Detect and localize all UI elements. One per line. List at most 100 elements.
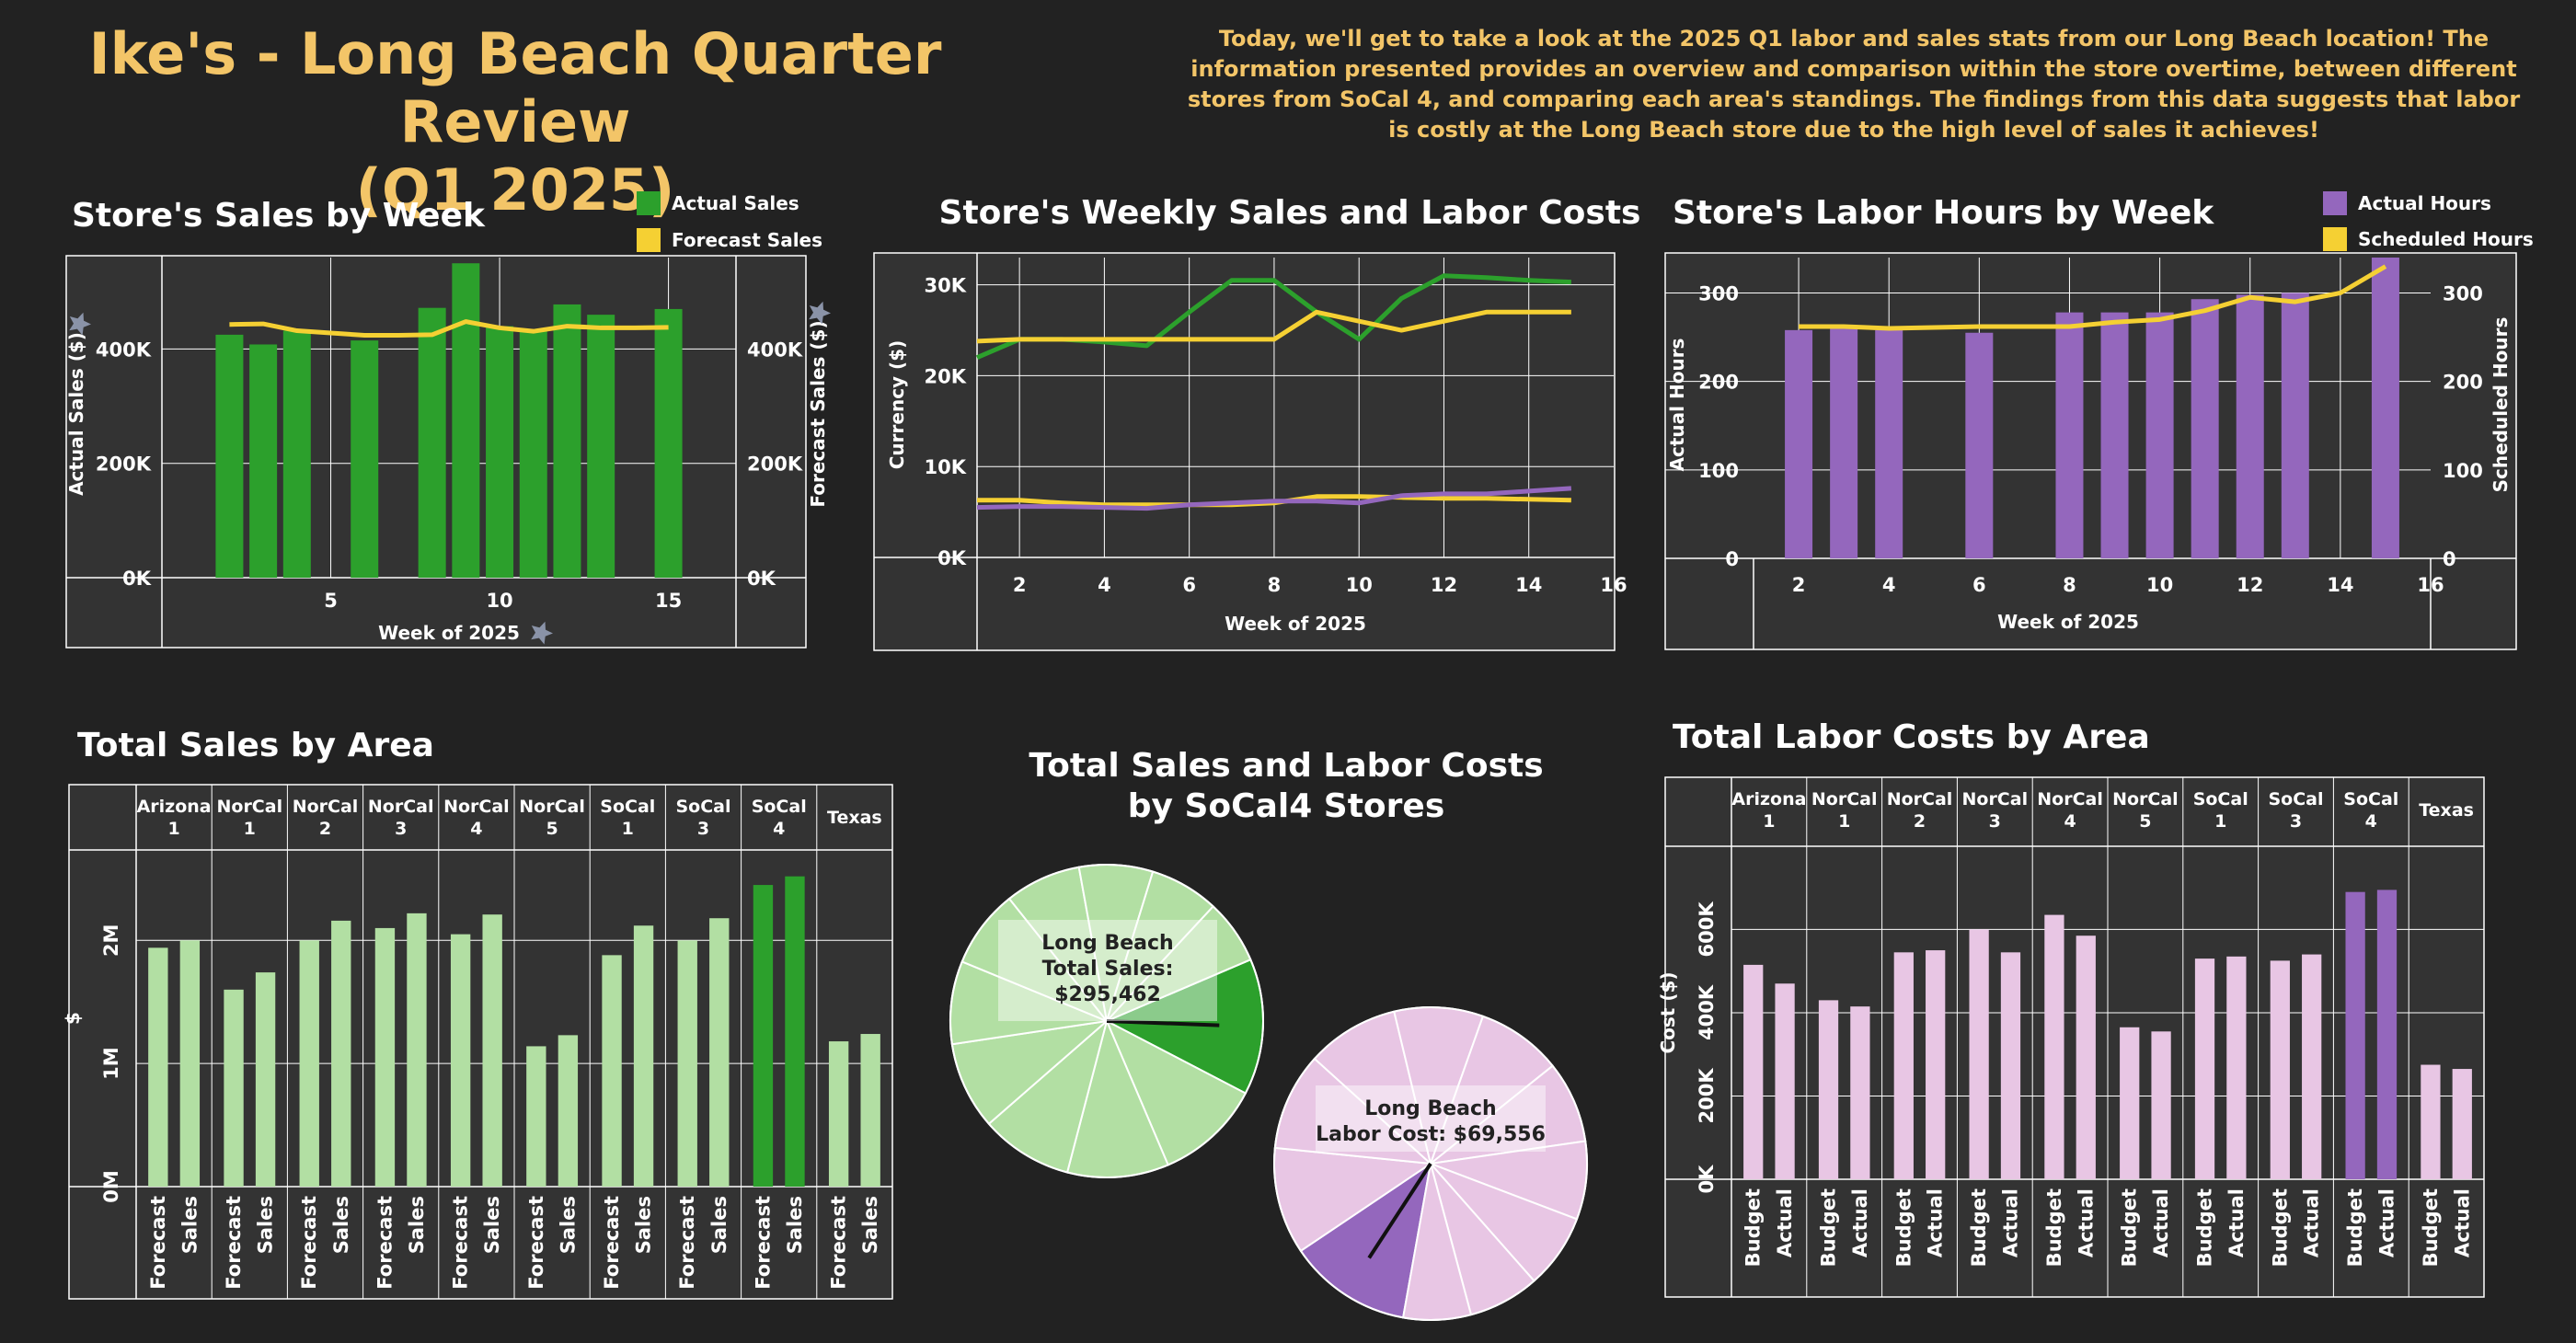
labor-pie-label: Long Beach — [1364, 1097, 1496, 1120]
area-sales-frame — [68, 784, 893, 1300]
area-labor-group-header: NorCal — [1811, 789, 1878, 809]
area-sales-bar — [299, 940, 319, 1187]
hours-ytick-left: 100 — [1698, 460, 1739, 482]
sales-week-bar — [486, 326, 514, 578]
area-sales-subcategory-label: Sales — [784, 1196, 806, 1254]
area-labor-subcategory-label: Actual — [2150, 1188, 2172, 1257]
weekly-xtick: 6 — [1182, 574, 1196, 596]
area-sales-group-header: NorCal — [519, 797, 585, 817]
area-labor-ytick: 400K — [1696, 984, 1718, 1040]
weekly-ytick: 10K — [925, 456, 967, 478]
hours-bar — [2055, 312, 2084, 558]
area-sales-group-header: 4 — [470, 819, 482, 839]
area-labor-bar — [1775, 983, 1795, 1179]
hours-bar — [2191, 299, 2219, 558]
area-labor-title: Total Labor Costs by Area — [1673, 718, 2150, 756]
area-sales-bar — [482, 914, 502, 1187]
sales-week-ytick-right: 0K — [747, 568, 776, 590]
legend-forecast-sales-swatch — [637, 228, 661, 252]
area-sales-subcategory-label: Sales — [557, 1196, 579, 1254]
area-sales-subcategory-label: Sales — [330, 1196, 352, 1254]
sales-week-xlabel: Week of 2025 — [378, 622, 520, 644]
area-sales-bar — [407, 913, 427, 1187]
dashboard-title-line2: (Q1 2025) — [355, 156, 675, 224]
area-sales-subcategory-label: Forecast — [450, 1196, 472, 1290]
legend-actual-sales-label: Actual Sales — [672, 192, 799, 214]
legend-scheduled-hours-swatch — [2323, 227, 2347, 251]
sales-pie-pointer — [1106, 1019, 1220, 1027]
sales-week-xtick: 15 — [655, 590, 682, 612]
area-sales-bar — [753, 885, 774, 1187]
area-labor-group-header: 4 — [2064, 811, 2076, 832]
hours-xlabel: Week of 2025 — [1997, 611, 2139, 633]
hours-bar — [2100, 312, 2129, 558]
area-sales-group-header: 1 — [167, 819, 179, 839]
area-labor-subcategory-label: Budget — [2420, 1188, 2442, 1267]
hours-bar — [1965, 332, 1994, 558]
labor-pie-label: Labor Cost: $69,556 — [1316, 1123, 1546, 1146]
area-labor-group-header: 4 — [2365, 811, 2377, 832]
pie-title: Total Sales and Labor Costs — [1029, 747, 1543, 785]
area-sales-subcategory-label: Forecast — [298, 1196, 320, 1290]
area-labor-subcategory-label: Actual — [1999, 1188, 2021, 1257]
hours-xtick: 12 — [2237, 574, 2263, 596]
legend-forecast-sales-label: Forecast Sales — [672, 229, 822, 251]
hours-bar — [1830, 327, 1858, 558]
area-labor-group-header: Arizona — [1731, 789, 1806, 809]
weekly-xtick: 14 — [1515, 574, 1542, 596]
weekly-ytick: 20K — [925, 365, 967, 387]
area-sales-ytick: 0M — [100, 1170, 122, 1203]
area-labor-group-header: SoCal — [2343, 789, 2398, 809]
hours-xtick: 14 — [2327, 574, 2353, 596]
sales-week-frame — [65, 255, 807, 649]
area-labor-bar — [1743, 964, 1764, 1179]
hours-scheduled-line — [1799, 264, 2387, 331]
area-labor-bar — [2076, 936, 2096, 1179]
weekly-panel — [874, 253, 1615, 650]
area-labor-frame — [1664, 776, 2485, 1298]
area-sales-subcategory-label: Forecast — [525, 1196, 547, 1290]
weekly-ytick: 30K — [925, 275, 967, 297]
sales-week-bar — [654, 308, 683, 578]
hours-ytick-right: 300 — [2443, 282, 2483, 304]
area-sales-title: Total Sales by Area — [77, 727, 434, 764]
sales-week-bar — [418, 307, 446, 578]
weekly-labor-cost-line — [976, 486, 1572, 511]
area-sales-group-header: NorCal — [443, 797, 510, 817]
sales-week-bar — [553, 304, 581, 578]
area-labor-subcategory-label: Actual — [2301, 1188, 2323, 1257]
hours-xtick: 8 — [2063, 574, 2076, 596]
weekly-forecast-line — [976, 309, 1571, 344]
area-labor-bar — [2345, 891, 2365, 1179]
sales-week-bar — [282, 330, 311, 578]
area-labor-bar — [2376, 890, 2398, 1179]
area-labor-group-header: SoCal — [2268, 789, 2323, 809]
area-sales-subcategory-label: Forecast — [752, 1196, 774, 1290]
area-labor-bar — [2226, 956, 2247, 1179]
area-labor-bar — [2302, 954, 2322, 1179]
area-labor-bar — [2194, 958, 2215, 1179]
area-labor-group-header: 3 — [2290, 811, 2302, 832]
area-sales-bar — [785, 876, 805, 1187]
hours-bar — [1785, 329, 1813, 558]
area-sales-group-header: 3 — [697, 819, 709, 839]
area-sales-subcategory-label: Forecast — [601, 1196, 623, 1290]
weekly-xtick: 8 — [1268, 574, 1282, 596]
area-labor-group-header: 2 — [1914, 811, 1926, 832]
area-sales-bar — [860, 1034, 880, 1187]
weekly-xtick: 16 — [1600, 574, 1627, 596]
sales-pie-label: Long Beach — [1041, 932, 1173, 955]
legend-actual-hours-swatch — [2323, 191, 2347, 215]
area-labor-bar — [1926, 950, 1946, 1179]
area-sales-group-header: 3 — [395, 819, 407, 839]
area-sales-bar — [179, 940, 201, 1187]
area-sales-subcategory-label: Sales — [406, 1196, 428, 1254]
hours-xtick: 10 — [2146, 574, 2173, 596]
area-sales-group-header: SoCal — [675, 797, 730, 817]
area-labor-group-header: 1 — [1763, 811, 1775, 832]
area-labor-bar — [1818, 1000, 1839, 1179]
area-labor-subcategory-label: Actual — [1774, 1188, 1796, 1257]
sales-week-bar — [249, 344, 278, 578]
sales-pie-label: $295,462 — [1054, 983, 1161, 1006]
